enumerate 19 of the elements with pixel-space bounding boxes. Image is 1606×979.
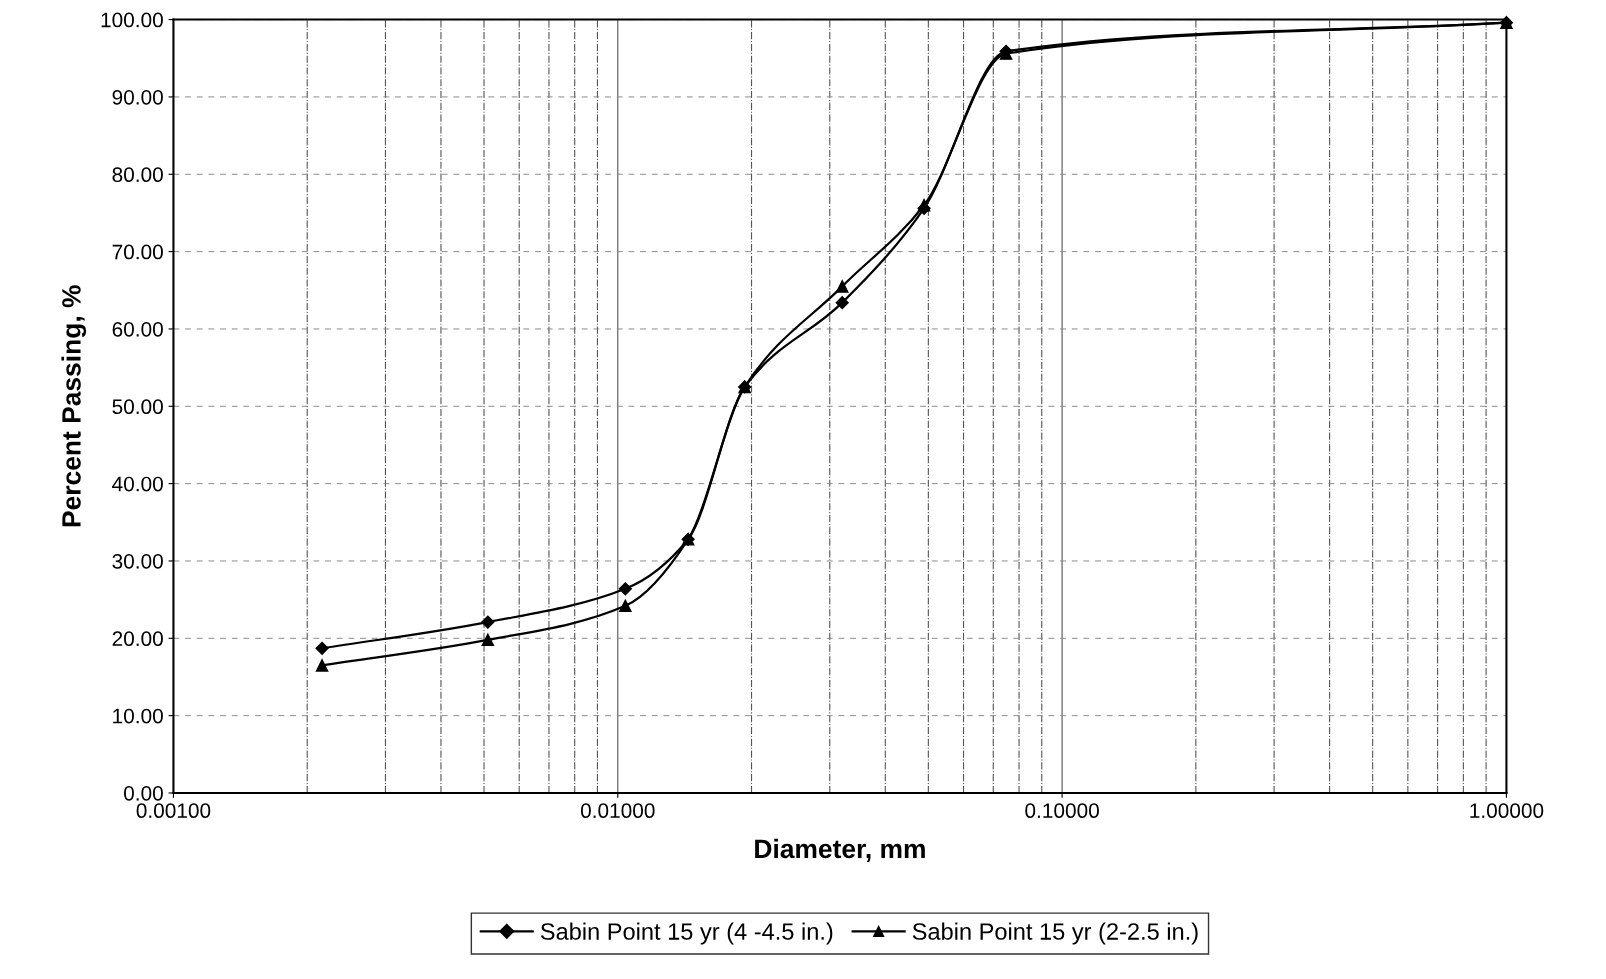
y-tick-label: 80.00 [112, 167, 163, 183]
x-tick-label: 1.00000 [1470, 803, 1544, 819]
y-tick-label: 20.00 [112, 631, 163, 647]
y-tick-label: 90.00 [112, 89, 163, 105]
x-tick-label: 0.01000 [580, 803, 655, 819]
x-tick-label: 0.10000 [1025, 803, 1099, 819]
y-tick-label: 100.00 [101, 12, 163, 28]
y-tick-label: 60.00 [112, 321, 163, 337]
y-tick-label: 50.00 [112, 399, 163, 415]
x-tick-label: 0.00100 [136, 803, 211, 819]
legend-label: Sabin Point 15 yr (4 -4.5 in.) [540, 922, 833, 945]
legend-label: Sabin Point 15 yr (2-2.5 in.) [912, 922, 1198, 945]
y-tick-label: 10.00 [113, 708, 163, 724]
y-tick-label: 0.00 [124, 785, 163, 801]
x-axis-title: Diameter, mm [755, 838, 925, 863]
y-tick-label: 70.00 [112, 244, 163, 260]
y-axis-title: Percent Passing, % [61, 285, 87, 527]
y-tick-label: 40.00 [112, 476, 163, 492]
y-tick-label: 30.00 [112, 553, 163, 569]
